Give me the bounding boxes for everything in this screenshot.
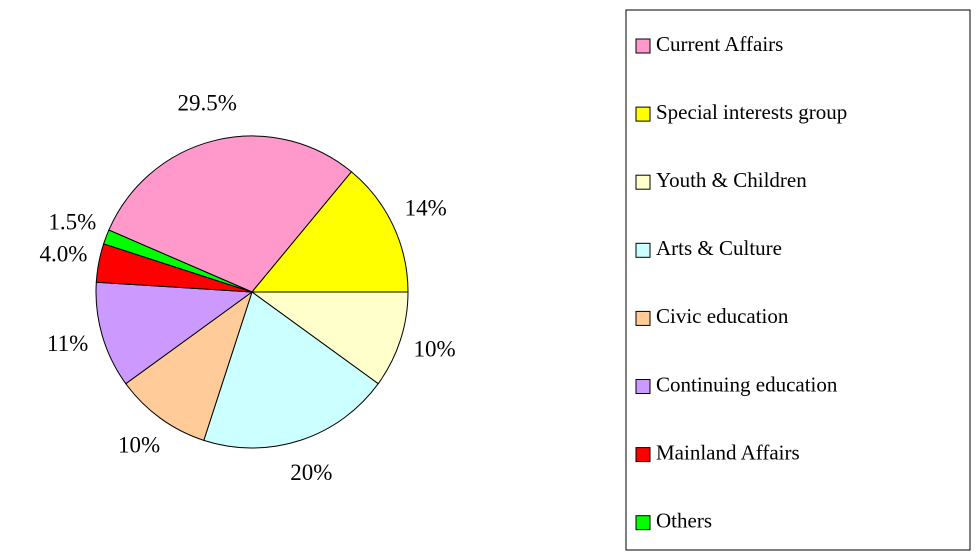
pie-slice xyxy=(108,135,353,293)
pie-slice xyxy=(250,171,409,293)
data-label: 29.5% xyxy=(177,91,236,116)
pie-slice xyxy=(203,291,379,449)
legend-swatch xyxy=(635,242,651,258)
legend-label: Continuing education xyxy=(656,372,838,396)
legend-label: Youth & Children xyxy=(656,168,807,192)
legend-swatch xyxy=(635,106,651,122)
legend-label: Mainland Affairs xyxy=(656,440,800,464)
legend-swatch xyxy=(635,515,651,531)
legend-label: Arts & Culture xyxy=(656,236,782,260)
legend-swatch xyxy=(635,447,651,463)
data-label: 1.5% xyxy=(48,209,96,234)
legend-label: Special interests group xyxy=(656,100,847,124)
data-label: 14% xyxy=(405,196,447,221)
data-label: 20% xyxy=(290,460,332,485)
legend-swatch xyxy=(635,310,651,326)
legend-label: Current Affairs xyxy=(656,32,783,56)
pie-slice xyxy=(250,291,409,385)
data-label: 10% xyxy=(414,337,456,362)
legend-label: Others xyxy=(656,509,712,533)
data-label: 11% xyxy=(47,331,88,356)
pie-slice xyxy=(125,290,253,441)
legend-swatch xyxy=(635,379,651,394)
legend-swatch xyxy=(635,38,651,54)
legend-swatch xyxy=(635,174,651,190)
legend-label: Civic education xyxy=(656,304,789,328)
legend-box xyxy=(625,9,971,551)
pie-slice xyxy=(103,229,253,293)
data-label: 10% xyxy=(118,433,160,458)
pie-slice xyxy=(95,281,254,385)
data-label: 4.0% xyxy=(39,241,87,266)
